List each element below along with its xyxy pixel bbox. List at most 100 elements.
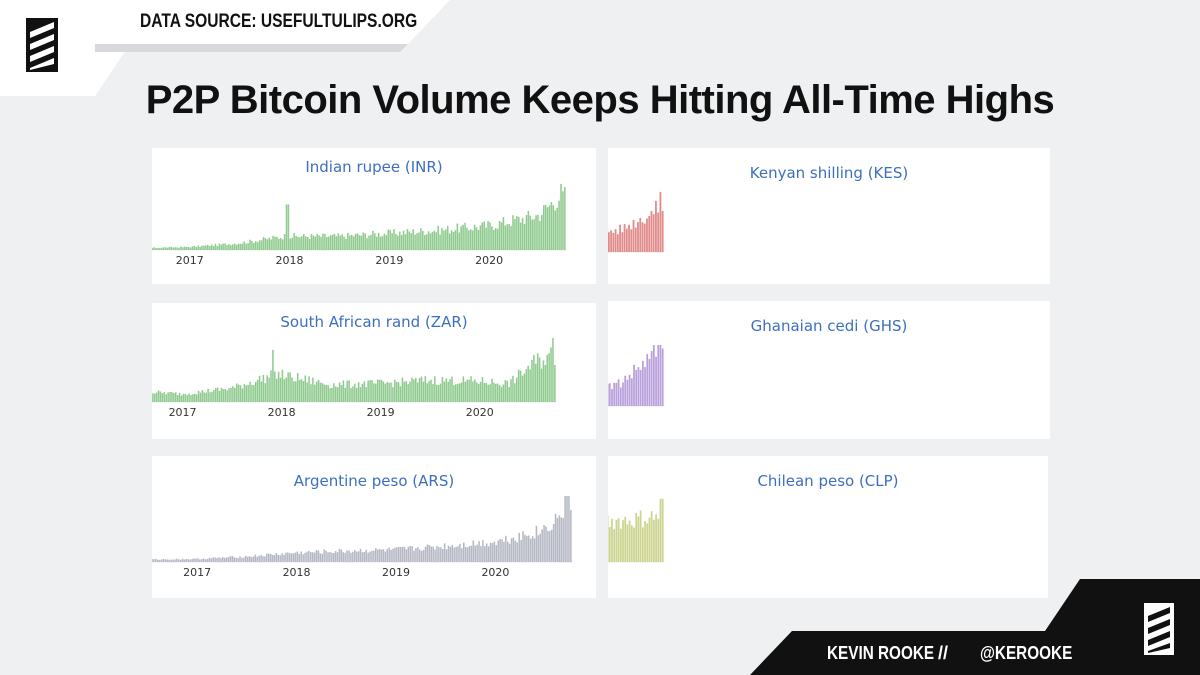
bar — [512, 215, 514, 250]
bar — [430, 546, 433, 562]
bar — [293, 381, 295, 402]
bar — [529, 215, 532, 250]
bar — [220, 244, 222, 250]
bar — [270, 370, 272, 402]
bar — [302, 381, 305, 402]
bar — [306, 551, 308, 562]
bar — [428, 544, 431, 562]
bar — [293, 233, 295, 250]
bar — [447, 381, 449, 402]
bar — [220, 387, 223, 402]
bar — [552, 338, 554, 402]
bar — [475, 382, 478, 402]
bar — [489, 384, 491, 402]
bar — [637, 367, 640, 406]
bar — [374, 233, 376, 250]
bar — [206, 558, 209, 562]
bar — [237, 384, 240, 402]
bar — [508, 224, 510, 250]
bar — [183, 559, 186, 562]
bar — [329, 551, 331, 562]
bar — [546, 207, 549, 250]
bar — [264, 383, 267, 402]
footer-handle: @KEROOKE — [980, 643, 1073, 663]
bar — [502, 217, 505, 250]
bar — [339, 235, 342, 250]
bar — [568, 496, 570, 562]
bar — [176, 558, 178, 562]
bar — [519, 222, 522, 250]
bar — [518, 532, 520, 562]
bar — [336, 387, 339, 402]
bar — [174, 392, 177, 402]
bar — [281, 369, 284, 402]
bar — [251, 240, 253, 250]
bar — [384, 551, 387, 562]
bar — [279, 237, 282, 250]
bar — [207, 244, 209, 250]
bar — [439, 234, 441, 250]
bar — [291, 377, 293, 402]
bar — [376, 549, 379, 562]
bar — [399, 546, 402, 562]
bar — [258, 240, 261, 250]
x-tick-label: 2018 — [283, 566, 311, 579]
bar — [199, 392, 202, 402]
bar — [405, 380, 408, 402]
bar — [199, 246, 201, 250]
bar — [628, 520, 631, 562]
bar — [350, 552, 352, 562]
bar — [267, 553, 270, 562]
chart-panel-clp: Chilean peso (CLP) 0100k200k300k400k2016… — [608, 456, 1048, 598]
bar — [633, 527, 635, 562]
bar — [235, 383, 238, 402]
bar — [254, 381, 257, 402]
bar — [180, 246, 182, 250]
bar — [277, 554, 280, 562]
bar — [381, 236, 384, 250]
bar — [564, 187, 566, 250]
x-tick-label: 2020 — [481, 566, 509, 579]
bar — [314, 236, 317, 250]
bar — [405, 549, 408, 562]
bar — [416, 382, 419, 402]
bar — [183, 246, 186, 250]
bar — [506, 224, 509, 250]
bar — [276, 236, 278, 250]
bar — [420, 376, 423, 402]
bar — [300, 551, 302, 562]
bar — [341, 234, 343, 250]
bar — [271, 555, 274, 562]
bar — [458, 232, 461, 250]
bar — [451, 376, 453, 402]
bar — [387, 229, 390, 250]
bar — [366, 238, 368, 250]
bar — [450, 230, 453, 250]
bar — [230, 245, 232, 250]
bar — [630, 229, 633, 252]
bar — [417, 547, 419, 562]
bar — [214, 557, 216, 562]
bar — [525, 215, 528, 250]
bar — [520, 539, 522, 562]
bar — [479, 225, 482, 250]
bar — [342, 552, 345, 562]
bar — [648, 216, 651, 252]
bar — [464, 547, 467, 562]
bar — [399, 386, 402, 402]
bar — [612, 232, 615, 252]
bar — [334, 551, 337, 562]
bar — [354, 233, 357, 250]
bar — [443, 543, 446, 562]
bar — [626, 379, 629, 406]
bar — [367, 380, 369, 402]
bar — [550, 201, 553, 250]
bar — [166, 559, 169, 562]
bar — [344, 387, 347, 402]
bar — [535, 215, 537, 250]
bar — [549, 531, 551, 562]
bar — [657, 345, 660, 406]
bar — [233, 557, 236, 562]
bar — [308, 550, 310, 562]
bar — [157, 247, 159, 250]
